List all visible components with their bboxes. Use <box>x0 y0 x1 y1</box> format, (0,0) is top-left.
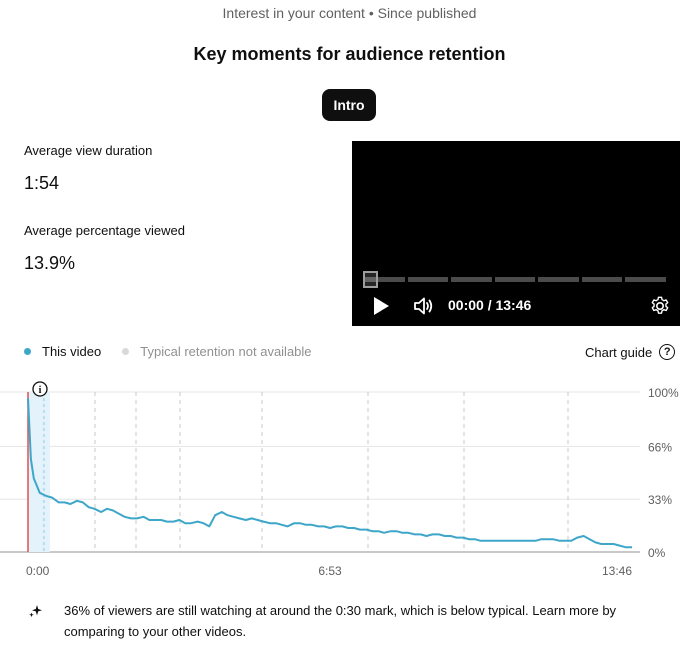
gear-icon <box>651 296 669 314</box>
play-icon <box>374 297 389 315</box>
volume-button[interactable] <box>412 295 434 317</box>
intro-chip-button[interactable]: Intro <box>322 89 376 121</box>
insight-text: 36% of viewers are still watching at aro… <box>64 603 617 639</box>
settings-button[interactable] <box>649 295 671 317</box>
progress-segment[interactable] <box>538 277 579 282</box>
legend-dot-this-video <box>24 348 31 355</box>
player-progress-bar[interactable] <box>364 277 667 282</box>
avg-view-duration-label: Average view duration <box>24 143 153 158</box>
chart-guide-button[interactable]: Chart guide ? <box>585 344 676 360</box>
avg-view-duration-value: 1:54 <box>24 173 60 193</box>
legend-dot-typical <box>122 348 130 355</box>
video-player[interactable]: 00:00 / 13:46 <box>352 141 680 326</box>
help-icon: ? <box>659 344 676 360</box>
x-tick-label: 0:00 <box>26 564 50 578</box>
legend-label-this-video: This video <box>42 344 102 359</box>
info-icon[interactable] <box>32 381 48 397</box>
sparkle-icon <box>29 605 42 618</box>
legend-label-typical: Typical retention not available <box>140 344 312 359</box>
avg-percentage-viewed-value: 13.9% <box>24 253 76 273</box>
insight-panel: 36% of viewers are still watching at aro… <box>28 600 648 642</box>
legend-this-video[interactable]: This video <box>20 344 101 359</box>
x-tick-label: 13:46 <box>602 564 632 578</box>
volume-icon <box>414 297 433 315</box>
avg-percentage-viewed-label: Average percentage viewed <box>24 223 185 238</box>
progress-segment[interactable] <box>364 277 405 282</box>
play-button[interactable] <box>372 296 390 316</box>
y-tick-label: 100% <box>648 386 679 400</box>
y-tick-label: 33% <box>648 493 672 507</box>
scrubber-handle[interactable] <box>363 271 378 288</box>
progress-segment[interactable] <box>581 277 623 282</box>
retention-chart[interactable]: 100% 66% 33% 0% i 0:00 6:53 13:46 <box>0 378 699 583</box>
info-icon-glyph: i <box>39 385 42 396</box>
y-tick-label: 0% <box>648 546 666 560</box>
retention-line-this-video[interactable] <box>27 398 632 549</box>
progress-segment[interactable] <box>494 277 536 282</box>
chart-legend: This video Typical retention not availab… <box>20 344 329 359</box>
progress-segment[interactable] <box>451 277 492 282</box>
progress-segment[interactable] <box>407 277 449 282</box>
progress-segment[interactable] <box>625 277 667 282</box>
chart-guide-label: Chart guide <box>585 344 653 360</box>
x-tick-label: 6:53 <box>318 564 342 578</box>
header-subtitle: Interest in your content • Since publish… <box>222 5 477 21</box>
page-title: Key moments for audience retention <box>193 44 506 64</box>
y-tick-label: 66% <box>648 440 672 454</box>
legend-typical: Typical retention not available <box>118 344 312 359</box>
key-moment-highlight <box>28 392 50 552</box>
time-readout: 00:00 / 13:46 <box>448 297 532 313</box>
